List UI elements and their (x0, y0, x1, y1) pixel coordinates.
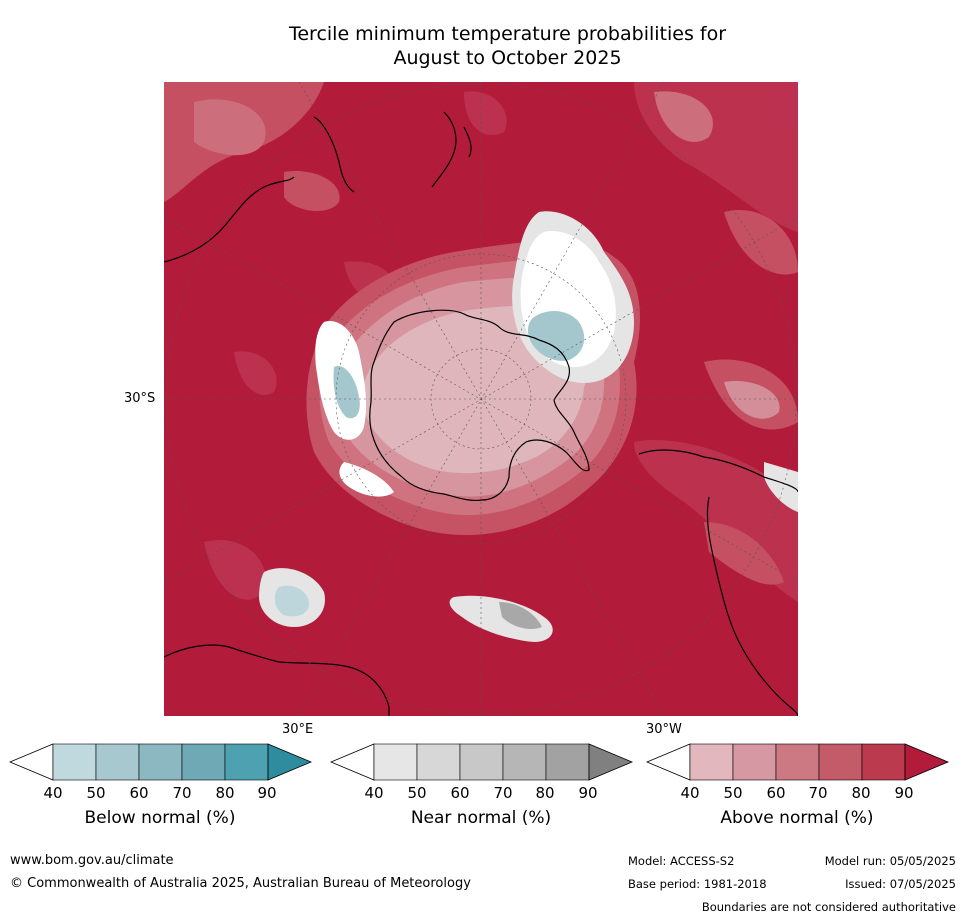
chart-title: Tercile minimum temperature probabilitie… (0, 22, 965, 70)
title-line-2: August to October 2025 (393, 47, 622, 69)
colorbar-high-extension (267, 743, 313, 781)
model-run-text: Model run: 05/05/2025 (824, 854, 956, 868)
colorbar-near (329, 743, 634, 781)
south-america-coastline (638, 449, 798, 716)
longitude-label-west: 30°W (646, 722, 682, 737)
tick-label: 40 (364, 784, 384, 802)
colorbar-segment (416, 743, 461, 781)
africa-coastline (164, 644, 390, 716)
tick-label: 90 (578, 784, 598, 802)
antarctica-coastline (369, 309, 590, 502)
colorbar-high-extension (588, 743, 634, 781)
colorbar-high-extension (904, 743, 950, 781)
colorbar-above (645, 743, 950, 781)
australia-coastline (164, 116, 355, 263)
colorbar-segment (95, 743, 140, 781)
tick-label: 50 (86, 784, 106, 802)
colorbar-low-extension (645, 743, 691, 781)
new-zealand-coastline (431, 111, 472, 188)
colorbar-below-title: Below normal (%) (84, 808, 236, 828)
disclaimer-text: Boundaries are not considered authoritat… (701, 900, 956, 914)
colorbar-segment (181, 743, 226, 781)
tick-label: 90 (894, 784, 914, 802)
map-svg (164, 82, 798, 716)
colorbar-segment (373, 743, 418, 781)
tick-label: 50 (407, 784, 427, 802)
colorbar-segment (502, 743, 547, 781)
southern-hemisphere-map (164, 82, 798, 716)
graticule (164, 82, 798, 716)
colorbar-low-extension (329, 743, 375, 781)
colorbar-below-svg (8, 743, 313, 781)
colorbar-segment (52, 743, 97, 781)
tick-label: 70 (808, 784, 828, 802)
colorbar-segment (861, 743, 906, 781)
near-normal-regions (259, 211, 798, 642)
tick-label: 80 (535, 784, 555, 802)
colorbar-low-extension (8, 743, 54, 781)
colorbar-segment (818, 743, 863, 781)
tick-label: 80 (851, 784, 871, 802)
tick-label: 50 (723, 784, 743, 802)
tick-label: 70 (493, 784, 513, 802)
colorbar-segment (459, 743, 504, 781)
above-normal-patches (164, 82, 798, 602)
title-line-1: Tercile minimum temperature probabilitie… (288, 23, 727, 45)
tick-label: 80 (215, 784, 235, 802)
colorbar-near-title: Near normal (%) (410, 808, 552, 828)
colorbar-near-svg (329, 743, 634, 781)
colorbar-segment (775, 743, 820, 781)
colorbar-segment (689, 743, 734, 781)
model-text: Model: ACCESS-S2 (628, 854, 735, 868)
colorbar-above-svg (645, 743, 950, 781)
tick-label: 40 (680, 784, 700, 802)
colorbar-segment (545, 743, 590, 781)
issued-text: Issued: 07/05/2025 (845, 877, 956, 891)
tick-label: 40 (43, 784, 63, 802)
latitude-label: 30°S (124, 391, 156, 406)
website-link[interactable]: www.bom.gov.au/climate (10, 853, 174, 868)
longitude-label-east: 30°E (282, 722, 314, 737)
colorbar-above-title: Above normal (%) (720, 808, 874, 828)
tick-label: 60 (450, 784, 470, 802)
colorbar-segment (732, 743, 777, 781)
colorbar-segment (138, 743, 183, 781)
tick-label: 70 (172, 784, 192, 802)
tick-label: 90 (257, 784, 277, 802)
tick-label: 60 (766, 784, 786, 802)
colorbar-segment (224, 743, 269, 781)
colorbar-below (8, 743, 313, 781)
copyright-text: © Commonwealth of Australia 2025, Austra… (10, 876, 471, 891)
tick-label: 60 (129, 784, 149, 802)
base-period-text: Base period: 1981-2018 (628, 877, 767, 891)
